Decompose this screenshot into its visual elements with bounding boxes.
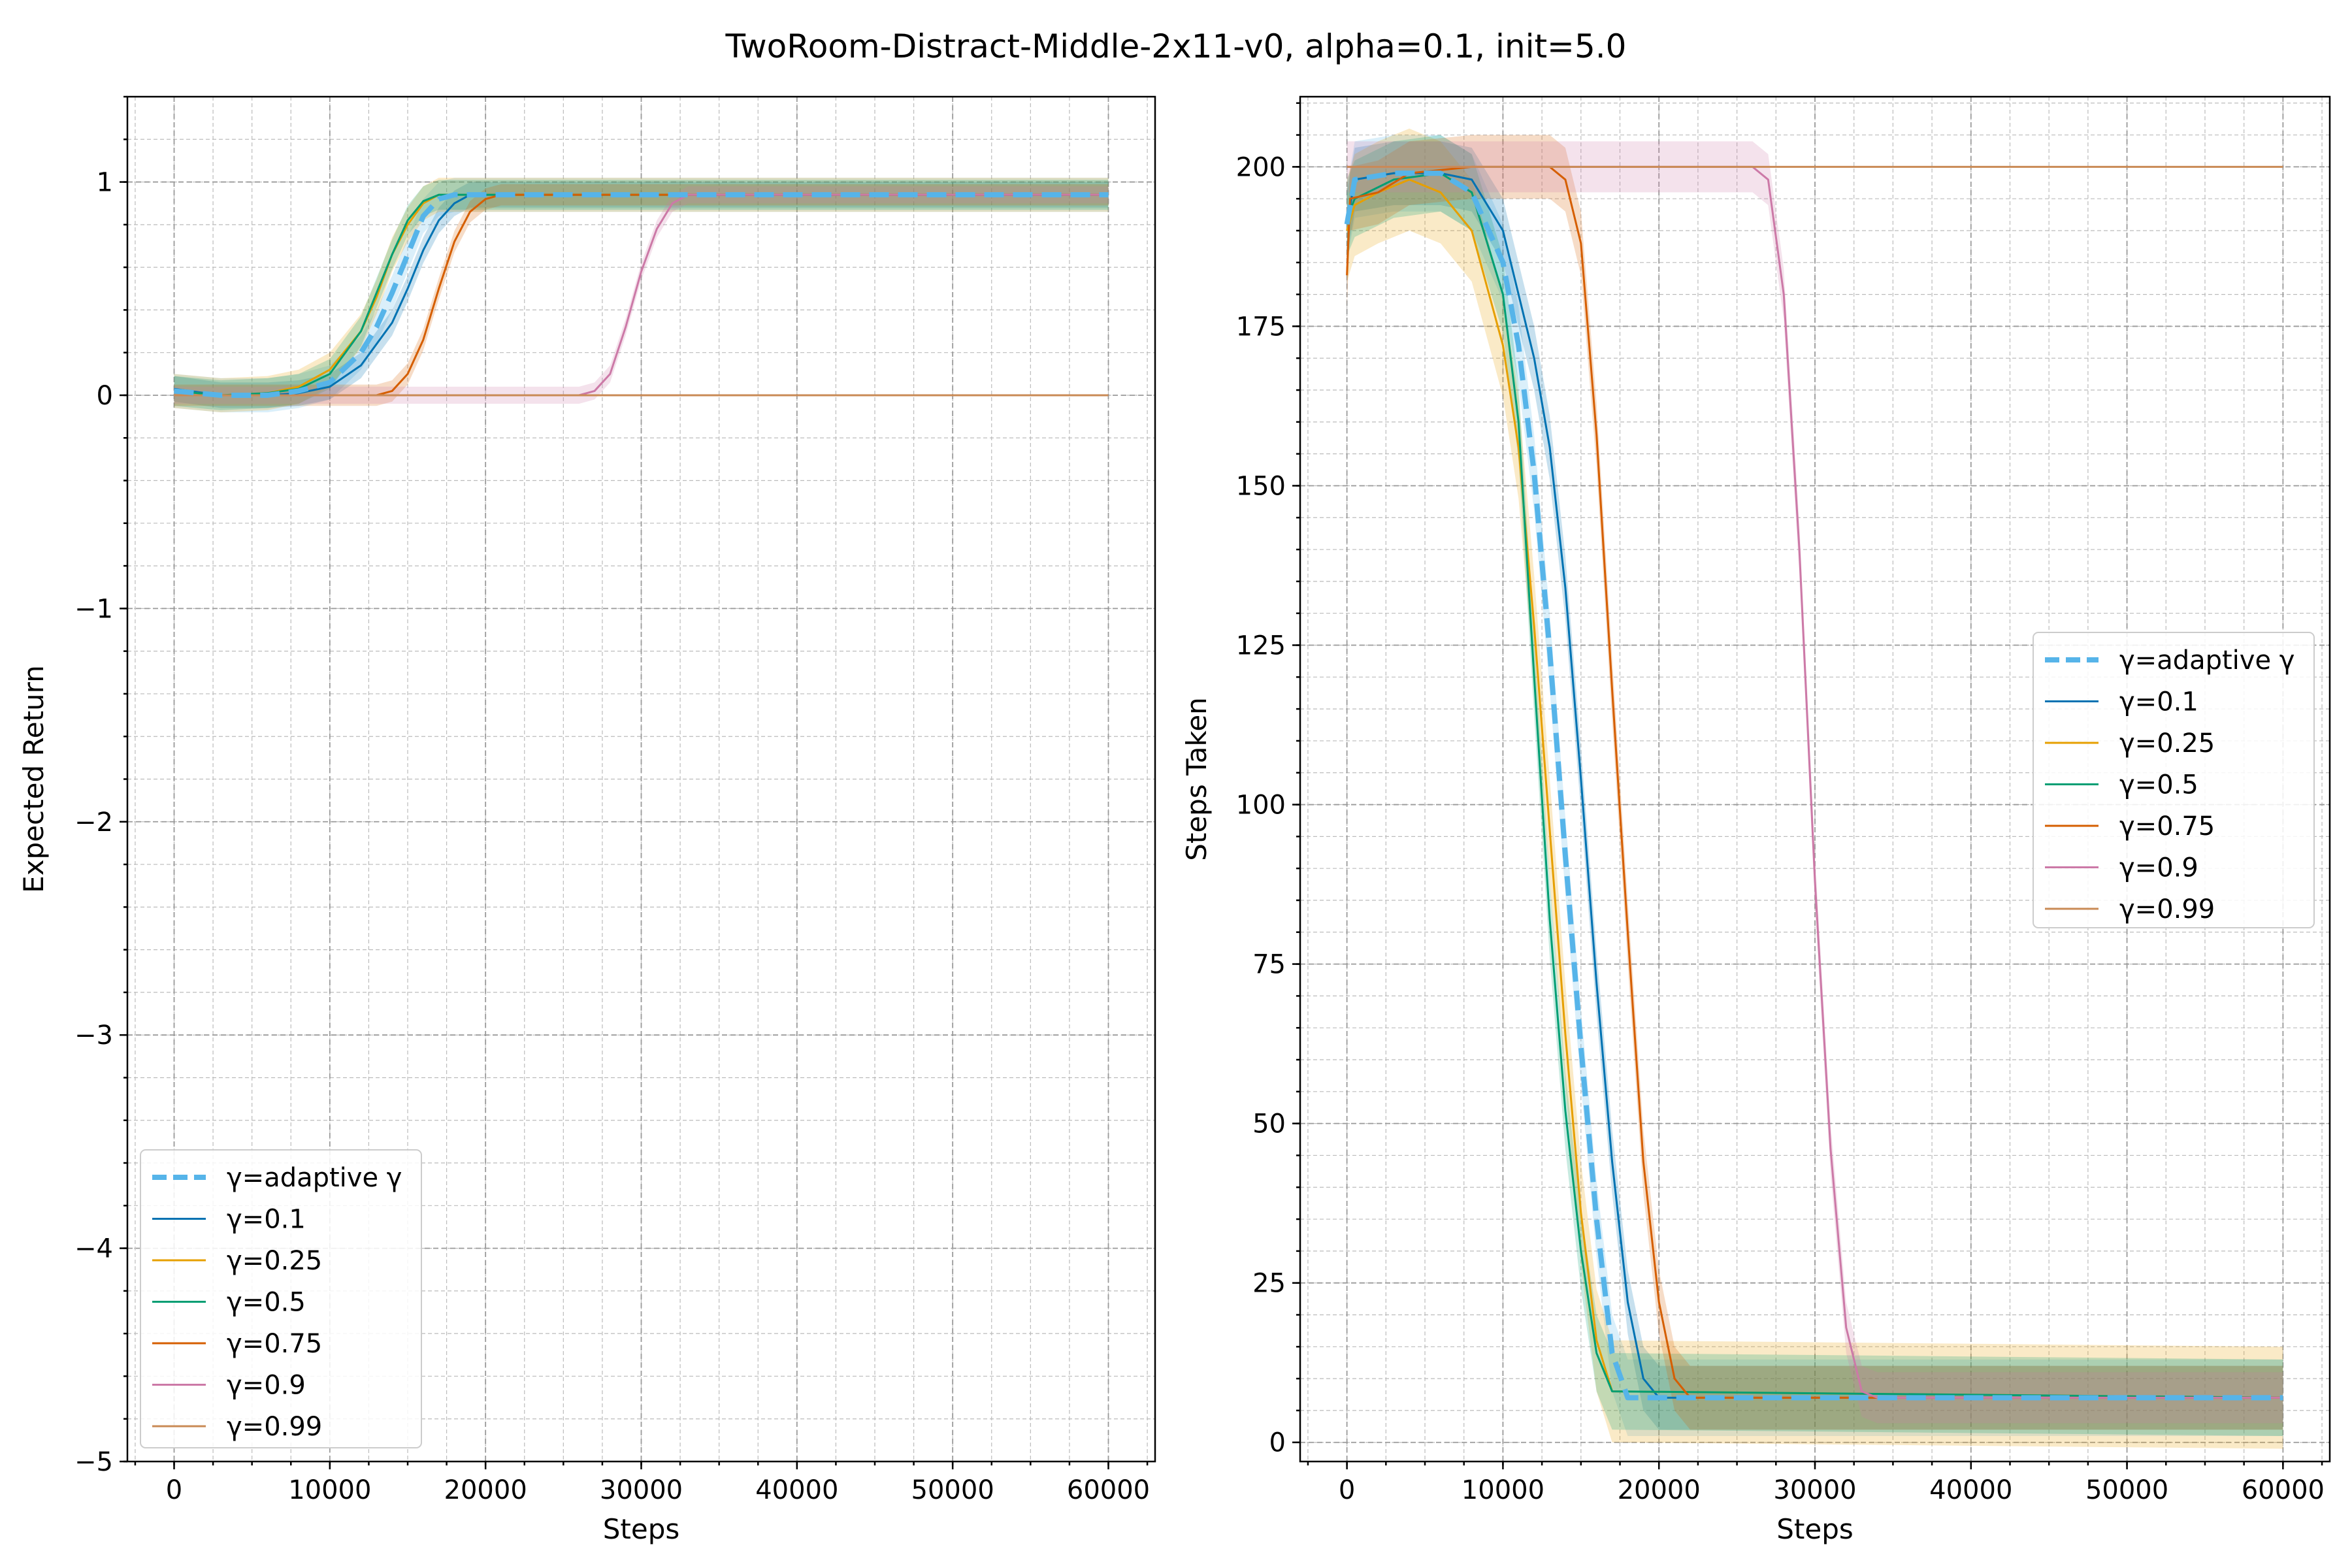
y-tick-label: 175	[1236, 312, 1286, 342]
ticks	[120, 95, 1149, 1469]
x-tick-label: 50000	[2085, 1475, 2168, 1505]
y-tick-label: 75	[1252, 950, 1286, 980]
y-tick-label: −5	[74, 1447, 113, 1477]
x-tick-label: 40000	[1929, 1475, 2012, 1505]
plot-area	[174, 178, 1109, 413]
series-line	[174, 193, 1109, 397]
x-axis-label: Steps	[1776, 1513, 1854, 1545]
x-tick-label: 0	[166, 1475, 182, 1505]
series-line	[1346, 178, 2283, 1399]
x-tick-label: 30000	[600, 1475, 683, 1505]
legend-label: γ=0.5	[227, 1288, 306, 1318]
legend-box	[2033, 632, 2315, 928]
legend-label: γ=adaptive γ	[227, 1163, 402, 1193]
legend-label: γ=0.9	[2119, 853, 2198, 883]
legend-label: γ=0.99	[2119, 894, 2215, 924]
left-chart-expected-return: 0 10000 20000 30000 40000 50000 60000 −5 −4 −3 −2 −…	[18, 95, 1156, 1545]
confidence-band	[174, 182, 1109, 408]
x-tick-label: 30000	[1773, 1475, 1856, 1505]
legend-label: γ=0.1	[227, 1205, 306, 1235]
y-axis-label: Expected Return	[18, 665, 50, 893]
confidence-band	[174, 180, 1109, 410]
series-line	[174, 193, 1109, 397]
x-tick-label: 0	[1339, 1475, 1355, 1505]
legend: γ=adaptive γ γ=0.1 γ=0.25 γ=0.5 γ=0.75 γ=0.9 γ…	[2033, 632, 2315, 928]
series-line	[174, 193, 1109, 397]
series-line	[1347, 165, 2283, 1399]
plot-area	[1344, 128, 2283, 1449]
series-line	[1344, 171, 2283, 1401]
legend-label: γ=0.99	[227, 1412, 322, 1442]
legend-label: γ=0.25	[2119, 728, 2215, 759]
x-tick-label: 60000	[2242, 1475, 2325, 1505]
series-line	[1346, 165, 2283, 1399]
minor-grid	[1300, 97, 2330, 1462]
right-chart-steps-taken: 0 10000 20000 30000 40000 50000 60000 0 25 50 75 10…	[1181, 95, 2331, 1545]
legend-label: γ=0.5	[2119, 770, 2198, 800]
ticks	[1292, 102, 2323, 1469]
y-tick-label: 0	[97, 381, 113, 411]
legend-label: γ=0.9	[227, 1371, 306, 1401]
figure-title: TwoRoom-Distract-Middle-2x11-v0, alpha=0…	[725, 27, 1627, 65]
y-tick-label: 150	[1236, 471, 1286, 501]
legend-label: γ=0.75	[227, 1329, 322, 1359]
y-tick-label: −3	[74, 1021, 113, 1051]
confidence-band	[174, 178, 1109, 413]
confidence-band	[174, 178, 1109, 413]
y-tick-label: 125	[1236, 631, 1286, 661]
y-tick-label: −1	[74, 594, 113, 624]
x-axis-label: Steps	[603, 1513, 680, 1545]
legend-label: γ=0.1	[2119, 687, 2198, 717]
x-tick-label: 10000	[1462, 1475, 1544, 1505]
x-tick-label: 20000	[444, 1475, 527, 1505]
series-line	[174, 192, 1109, 398]
y-tick-label: 200	[1236, 152, 1286, 182]
legend-label: γ=0.25	[227, 1246, 322, 1276]
y-tick-label: 100	[1236, 791, 1286, 821]
legend-label: γ=adaptive γ	[2119, 645, 2295, 676]
y-tick-label: 25	[1252, 1269, 1286, 1299]
y-axis-label: Steps Taken	[1181, 697, 1213, 861]
legend-label: γ=0.75	[2119, 811, 2215, 841]
x-tick-label: 20000	[1618, 1475, 1701, 1505]
y-tick-label: −4	[74, 1234, 113, 1264]
x-tick-label: 60000	[1067, 1475, 1150, 1505]
x-tick-label: 40000	[755, 1475, 838, 1505]
legend: γ=adaptive γ γ=0.1 γ=0.25 γ=0.5 γ=0.75 γ=0.9 γ…	[140, 1149, 422, 1448]
y-tick-label: −2	[74, 808, 113, 838]
y-tick-label: 0	[1269, 1428, 1286, 1458]
y-tick-label: 50	[1252, 1109, 1286, 1139]
legend-box	[140, 1149, 422, 1448]
y-tick-label: 1	[97, 168, 113, 198]
x-tick-label: 50000	[911, 1475, 994, 1505]
x-tick-label: 10000	[288, 1475, 371, 1505]
